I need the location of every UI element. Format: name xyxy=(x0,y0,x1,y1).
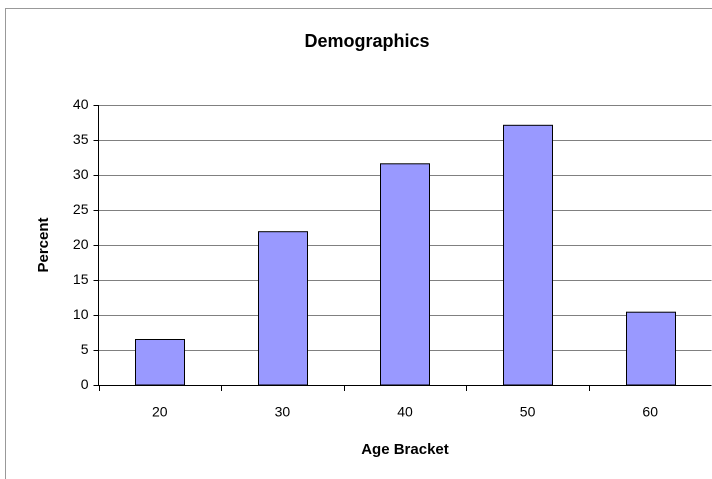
y-tick-label: 30 xyxy=(73,166,89,182)
x-axis-label: Age Bracket xyxy=(361,441,449,458)
bar xyxy=(135,339,185,386)
y-tick-label: 0 xyxy=(81,376,89,392)
bar xyxy=(503,124,553,386)
x-tick-label: 40 xyxy=(397,404,413,420)
x-tick-label: 50 xyxy=(520,404,536,420)
x-tick-label: 60 xyxy=(642,404,658,420)
y-tick-label: 10 xyxy=(73,306,89,322)
chart-title: Demographics xyxy=(304,31,429,51)
bar xyxy=(258,231,308,386)
y-axis-label: Percent xyxy=(35,217,52,272)
chart-border xyxy=(5,8,712,479)
y-tick-label: 25 xyxy=(73,201,89,217)
x-tick-label: 30 xyxy=(275,404,291,420)
y-tick-label: 35 xyxy=(73,131,89,147)
x-tick-label: 20 xyxy=(152,404,168,420)
y-tick-label: 40 xyxy=(73,96,89,112)
bar xyxy=(626,311,676,386)
y-tick-label: 20 xyxy=(73,236,89,252)
y-tick-label: 15 xyxy=(73,271,89,287)
y-tick-label: 5 xyxy=(81,341,89,357)
bar xyxy=(380,163,430,386)
